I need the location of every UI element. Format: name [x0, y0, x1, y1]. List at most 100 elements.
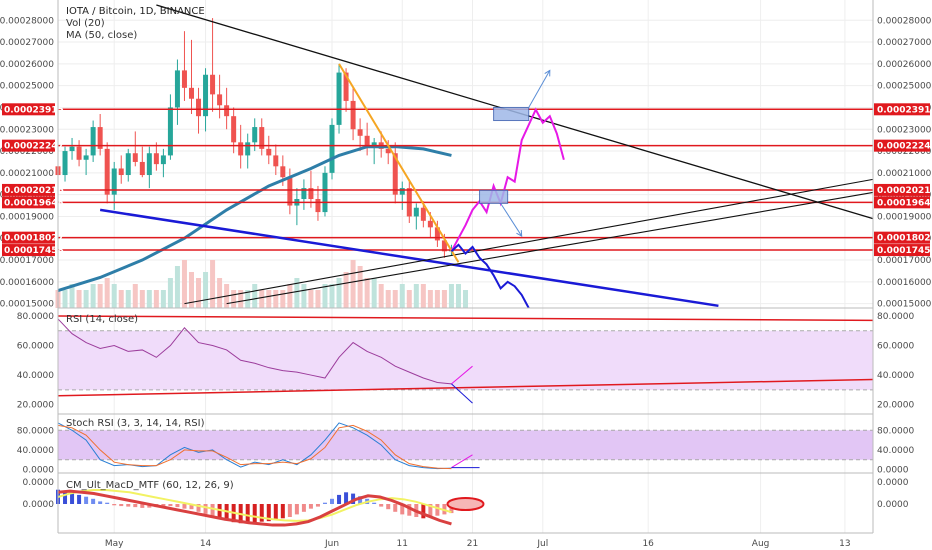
arrow-up-target[interactable] [528, 70, 551, 108]
stoch-title[interactable]: Stoch RSI (3, 3, 14, 14, RSI) [66, 418, 205, 429]
volume-bar [463, 290, 468, 308]
candle-body[interactable] [392, 153, 398, 195]
macd-histogram-bar [393, 504, 398, 512]
candle-body[interactable] [153, 153, 159, 165]
candle-body[interactable] [104, 148, 110, 195]
candle-body[interactable] [301, 188, 307, 200]
bearish-projection[interactable] [450, 243, 530, 309]
candle-body[interactable] [118, 168, 124, 176]
candle-body[interactable] [181, 70, 187, 88]
candle-body[interactable] [196, 98, 202, 117]
candle-body[interactable] [434, 227, 440, 241]
candle-body[interactable] [336, 72, 342, 125]
macd-histogram-bar [70, 493, 75, 504]
macd-tick-left: 0.0000 [23, 500, 55, 510]
macd-tick-right: 0.0000 [877, 478, 909, 488]
candle-body[interactable] [160, 155, 166, 165]
y-tick-right: 0.00017000 [877, 256, 932, 266]
candle-body[interactable] [62, 151, 68, 176]
volume-bar [196, 278, 202, 308]
macd-histogram-bar [161, 504, 166, 507]
candle-body[interactable] [132, 153, 138, 162]
ascending-trendline-2[interactable] [226, 191, 874, 305]
candle-body[interactable] [273, 155, 279, 167]
candle-body[interactable] [188, 87, 194, 99]
legend-ma[interactable]: MA (50, close) [66, 30, 137, 41]
candle-body[interactable] [69, 146, 75, 152]
candle-body[interactable] [245, 142, 251, 156]
candle-body[interactable] [231, 116, 237, 143]
volume-bar [118, 290, 124, 308]
candle-body[interactable] [139, 161, 145, 176]
candle-body[interactable] [315, 199, 321, 213]
macd-histogram-bar [379, 504, 384, 507]
volume-bar [406, 290, 412, 308]
macd-title[interactable]: CM_Ult_MacD_MTF (60, 12, 26, 9) [66, 480, 234, 491]
candle-body[interactable] [76, 146, 82, 160]
macd-histogram-bar [182, 504, 187, 509]
candle-body[interactable] [217, 94, 223, 106]
arrow-down-target[interactable] [500, 203, 523, 237]
candle-body[interactable] [266, 148, 272, 156]
candle-body[interactable] [125, 153, 131, 176]
rsi-support-trend[interactable] [57, 378, 874, 397]
target-box-upper[interactable] [493, 106, 530, 122]
bullish-projection[interactable] [450, 107, 565, 252]
ascending-trendline-1[interactable] [184, 178, 874, 305]
volume-bar [280, 290, 286, 308]
volume-bar [90, 284, 96, 308]
candle-body[interactable] [238, 142, 244, 156]
candle-body[interactable] [364, 135, 370, 147]
trend-drawings[interactable] [58, 4, 874, 309]
support-trendline[interactable] [99, 208, 719, 308]
candle-body[interactable] [111, 168, 117, 195]
candle-body[interactable] [224, 105, 230, 117]
y-tick-right: 0.00015000 [877, 300, 932, 310]
stoch-arrow-up[interactable] [451, 454, 473, 469]
orange-downtrend[interactable] [338, 63, 460, 263]
candle-body[interactable] [371, 142, 377, 147]
stoch-rsi-pane [57, 422, 480, 470]
candle-body[interactable] [167, 107, 173, 156]
candle-body[interactable] [420, 207, 426, 221]
price-tag-right-text: 0.00019648 [877, 198, 932, 208]
macd-histogram-bar [168, 504, 173, 507]
candle-body[interactable] [174, 70, 180, 108]
candle-body[interactable] [90, 127, 96, 156]
volume-bar [104, 278, 110, 308]
stoch-tick-right: 0.0000 [877, 466, 909, 476]
candle-body[interactable] [259, 127, 265, 149]
volume-bar [434, 290, 440, 308]
candle-body[interactable] [322, 172, 328, 213]
rsi-arrow-down[interactable] [451, 383, 473, 404]
candle-body[interactable] [441, 240, 447, 252]
candle-body[interactable] [427, 220, 433, 228]
candle-body[interactable] [350, 100, 356, 130]
price-tag-left [2, 231, 55, 244]
candle-body[interactable] [210, 74, 216, 95]
candle-body[interactable] [413, 207, 419, 217]
legend-volume[interactable]: Vol (20) [66, 18, 105, 29]
macd-highlight-circle[interactable] [446, 497, 485, 511]
candle-body[interactable] [252, 127, 258, 143]
rsi-resistance-trend[interactable] [57, 315, 874, 322]
candle-body[interactable] [287, 177, 293, 206]
candle-body[interactable] [83, 155, 89, 160]
candle-body[interactable] [357, 129, 363, 136]
candle-body[interactable] [399, 188, 405, 195]
rsi-arrow-up[interactable] [451, 365, 473, 385]
candle-body[interactable] [280, 166, 286, 178]
rsi-title[interactable]: RSI (14, close) [66, 314, 138, 325]
candle-body[interactable] [329, 124, 335, 173]
candle-body[interactable] [146, 153, 152, 176]
candle-body[interactable] [308, 188, 314, 200]
macd-histogram-bar [63, 491, 68, 504]
volume-bar [132, 284, 138, 308]
candle-body[interactable] [97, 127, 103, 149]
candle-body[interactable] [203, 74, 209, 117]
candle-body[interactable] [385, 148, 391, 154]
price-tag-left-text: 0.00020216 [4, 186, 64, 196]
target-box-middle[interactable] [479, 189, 509, 204]
candle-body[interactable] [343, 72, 349, 101]
